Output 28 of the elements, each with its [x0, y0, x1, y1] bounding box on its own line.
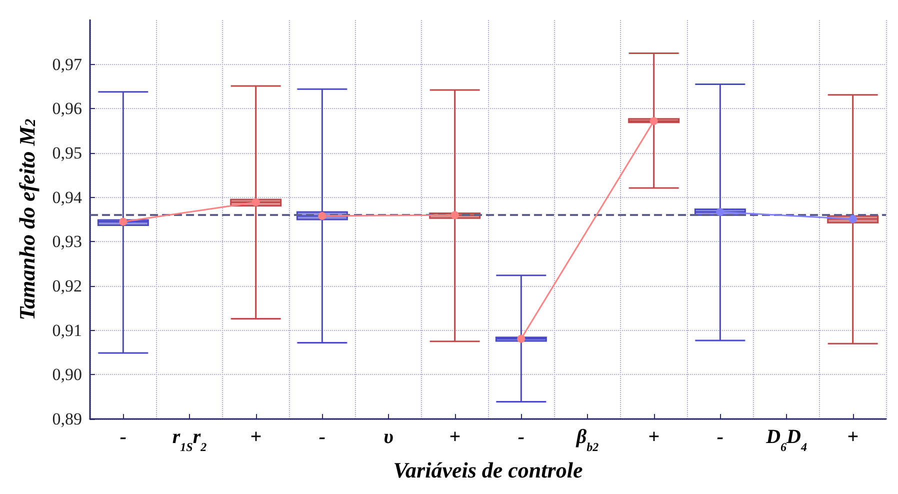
- x-tick-label: -: [716, 426, 724, 448]
- x-tick-label: +: [250, 426, 262, 448]
- y-tick-label: 0,90: [52, 365, 82, 384]
- point: [716, 208, 724, 216]
- y-tick-label: 0,91: [52, 320, 82, 340]
- point: [517, 334, 526, 343]
- x-tick-label: -: [120, 426, 127, 448]
- y-axis-title: Tamanho do efeito M2: [14, 118, 40, 320]
- point: [119, 218, 128, 226]
- x-tick-label: -: [518, 426, 525, 448]
- x-axis-title: Variáveis de controle: [393, 458, 583, 482]
- x-tick-label: +: [449, 426, 461, 448]
- y-tick-label: 0,92: [52, 276, 82, 296]
- point: [252, 198, 260, 206]
- point: [650, 117, 658, 126]
- x-tick-label: +: [847, 426, 859, 448]
- x-tick-label: +: [648, 426, 660, 448]
- point: [318, 212, 326, 220]
- y-tick-label: 0,93: [52, 232, 82, 252]
- y-tick-label: 0,96: [52, 99, 82, 118]
- point: [450, 211, 459, 220]
- x-tick-label: -: [318, 426, 326, 448]
- y-tick-label: 0,97: [52, 54, 82, 74]
- y-tick-label: 0,89: [52, 410, 82, 428]
- y-tick-label: 0,95: [52, 144, 82, 162]
- x-tick-label: υ: [384, 426, 394, 448]
- point: [848, 215, 857, 224]
- y-tick-label: 0,94: [52, 188, 82, 207]
